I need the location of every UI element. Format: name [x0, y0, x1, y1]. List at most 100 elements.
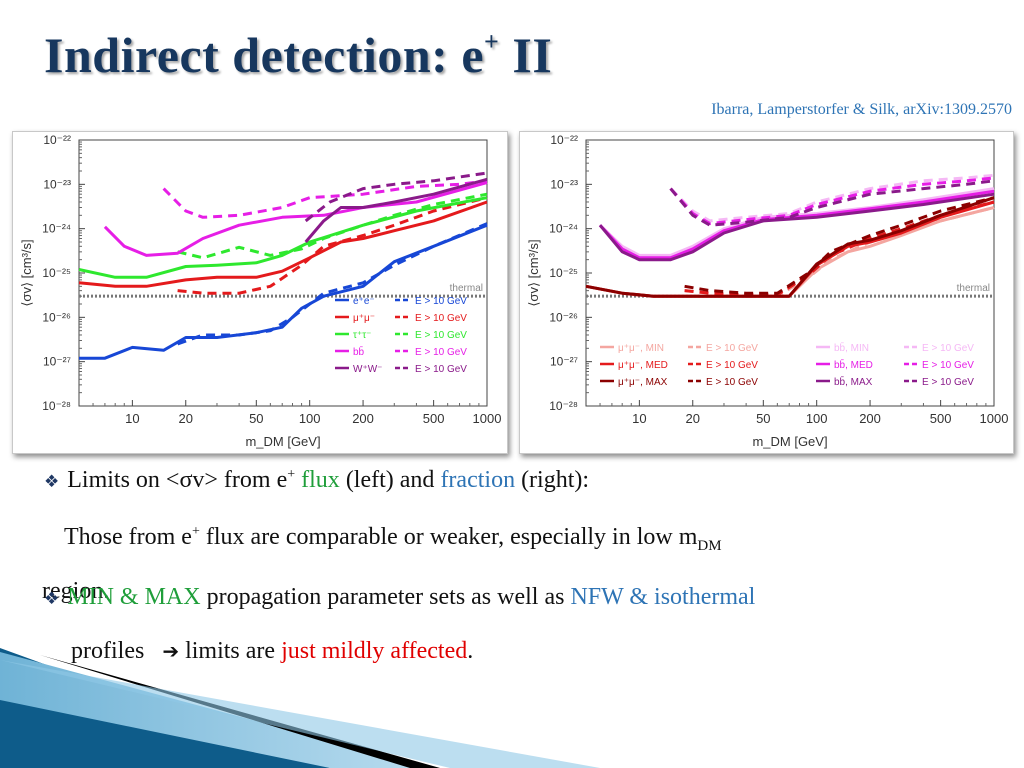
slide-title: Indirect detection: e+ II [44, 26, 552, 84]
x-tick-label: 100 [806, 411, 828, 426]
bullet-2-minmax: MIN & MAX [67, 584, 201, 610]
legend-label: W⁺W⁻ [353, 364, 382, 375]
bullet-1-text: Limits on <σv> from e [67, 467, 288, 493]
y-tick-label: 10⁻²⁶ [42, 310, 71, 324]
y-tick-label: 10⁻²⁸ [549, 399, 578, 413]
thermal-label: thermal [957, 283, 990, 294]
y-tick-label: 10⁻²⁴ [42, 222, 71, 236]
bullet-1-flux: flux [301, 467, 340, 493]
legend-label: E > 10 GeV [706, 377, 758, 388]
x-tick-label: 1000 [980, 411, 1009, 426]
bullet-1-wrap: region. [42, 578, 110, 604]
x-axis-label: m_DM [GeV] [752, 434, 827, 449]
x-tick-label: 200 [352, 411, 374, 426]
legend-label: bb̄, MED [834, 358, 873, 371]
legend-label: bb̄, MIN [834, 341, 869, 354]
x-axis-label: m_DM [GeV] [245, 434, 320, 449]
y-axis-label: ⟨σv⟩ [cm³/s] [19, 239, 34, 306]
legend-label: μ⁺μ⁻, MED [618, 360, 668, 371]
bullet-2b-affected: just mildly affected [281, 638, 468, 664]
series-line [669, 176, 995, 226]
bullet-2b-end: . [467, 638, 474, 664]
legend-label: E > 10 GeV [415, 347, 467, 358]
legend-label: μ⁺μ⁻, MIN [618, 343, 664, 354]
series-line [669, 179, 995, 227]
x-tick-label: 500 [930, 411, 952, 426]
legend-label: E > 10 GeV [415, 330, 467, 341]
title-text: Indirect detection: e [44, 27, 485, 83]
bullet-2-continuation: profiles ➔ limits are just mildly affecte… [71, 638, 473, 665]
y-tick-label: 10⁻²⁵ [549, 266, 578, 280]
bullet-1b-text: Those from e [64, 524, 192, 550]
bullet-2-profiles: NFW & isothermal [570, 584, 756, 610]
series-line [585, 196, 995, 298]
x-tick-label: 20 [179, 411, 193, 426]
series-line [177, 196, 488, 295]
legend-label: μ⁺μ⁻, MAX [618, 377, 668, 388]
series-line [304, 171, 488, 223]
y-tick-label: 10⁻²⁷ [43, 355, 71, 369]
bullet-1b-sub: DM [697, 538, 722, 554]
title-suffix: II [499, 27, 553, 83]
y-tick-label: 10⁻²⁴ [549, 222, 578, 236]
diamond-bullet-icon: ❖ [44, 589, 60, 608]
x-tick-label: 10 [125, 411, 139, 426]
series-line [684, 206, 995, 298]
y-tick-label: 10⁻²³ [550, 177, 578, 191]
series-line [162, 179, 488, 219]
series-line [669, 173, 995, 223]
right-plot: 10⁻²² 10⁻²³ 10⁻²⁴ 10⁻²⁵ 10⁻²⁶ 10⁻²⁷ 10⁻²⁸ 10 20 5… [519, 131, 1014, 454]
x-tick-label: 20 [686, 411, 700, 426]
series-line [598, 187, 995, 257]
x-tick-label: 10 [632, 411, 646, 426]
legend-label: bb̄, MAX [834, 375, 873, 388]
x-tick-label: 1000 [473, 411, 502, 426]
bullet-1: ❖ Limits on <σv> from e+ flux (left) and … [44, 467, 589, 494]
legend-label: E > 10 GeV [706, 343, 758, 354]
bullet-1-sup: + [287, 467, 296, 482]
y-tick-label: 10⁻²⁵ [42, 266, 71, 280]
plot-area [78, 139, 488, 407]
legend-label: E > 10 GeV [922, 343, 974, 354]
legend-label: E > 10 GeV [922, 377, 974, 388]
y-tick-label: 10⁻²⁶ [549, 310, 578, 324]
bullet-2b-text: profiles [71, 638, 145, 664]
legend-label: E > 10 GeV [922, 360, 974, 371]
bullet-2b-mid: limits are [179, 638, 282, 664]
bullet-2-mid: propagation parameter sets as well as [200, 584, 571, 610]
legend-label: μ⁺μ⁻ [353, 313, 375, 324]
series-line [177, 222, 488, 346]
x-tick-label: 500 [423, 411, 445, 426]
legend-label: bb̄ [353, 345, 365, 358]
series-line [684, 196, 995, 295]
legend-label: e⁺e⁻ [353, 296, 375, 307]
bullet-1b-text2: flux are comparable or weaker, especiall… [199, 524, 698, 550]
legend-label: E > 10 GeV [415, 313, 467, 324]
y-tick-label: 10⁻²² [550, 133, 578, 147]
x-tick-label: 50 [756, 411, 770, 426]
bullet-1-continuation: Those from e+ flux are comparable or wea… [64, 524, 722, 555]
right-chart-svg: 10⁻²² 10⁻²³ 10⁻²⁴ 10⁻²⁵ 10⁻²⁶ 10⁻²⁷ 10⁻²⁸ 10 20 5… [526, 133, 1009, 449]
x-tick-label: 100 [299, 411, 321, 426]
x-tick-label: 50 [249, 411, 263, 426]
arrow-right-icon: ➔ [162, 641, 180, 663]
series-line [598, 189, 995, 260]
thermal-label: thermal [450, 283, 483, 294]
diamond-bullet-icon: ❖ [44, 472, 60, 491]
left-plot: 10⁻²² 10⁻²³ 10⁻²⁴ 10⁻²⁵ 10⁻²⁶ 10⁻²⁷ 10⁻²⁸ 10 20 5… [12, 131, 508, 454]
left-chart-svg: 10⁻²² 10⁻²³ 10⁻²⁴ 10⁻²⁵ 10⁻²⁶ 10⁻²⁷ 10⁻²⁸ 10 20 5… [19, 133, 502, 449]
bullet-2: ❖ MIN & MAX propagation parameter sets as… [44, 584, 755, 611]
y-tick-label: 10⁻²⁷ [550, 355, 578, 369]
y-tick-label: 10⁻²⁸ [42, 399, 71, 413]
title-superscript: + [484, 27, 500, 56]
y-tick-label: 10⁻²³ [43, 177, 71, 191]
y-tick-label: 10⁻²² [43, 133, 71, 147]
bullet-1b-sup: + [191, 524, 200, 539]
legend-label: E > 10 GeV [706, 360, 758, 371]
legend-label: E > 10 GeV [415, 364, 467, 375]
series-line [177, 192, 488, 260]
legend-label: E > 10 GeV [415, 296, 467, 307]
legend-label: τ⁺τ⁻ [353, 330, 371, 341]
bullet-1-end: (right): [515, 467, 590, 493]
bullet-1-mid: (left) and [339, 467, 441, 493]
